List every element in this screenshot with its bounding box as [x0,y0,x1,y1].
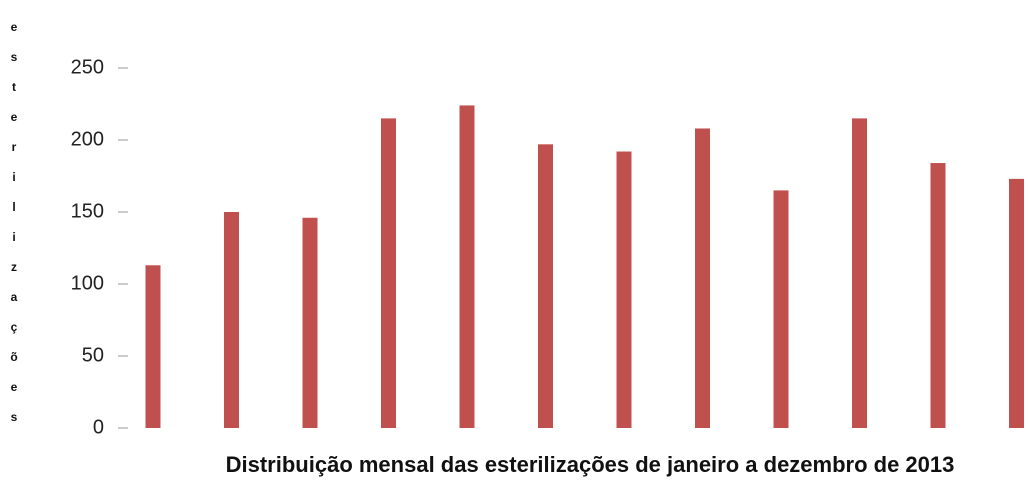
y-tick-label: 50 [82,344,104,366]
x-axis-title: Distribuição mensal das esterilizações d… [225,452,955,477]
bar [616,151,632,428]
bar [695,128,710,429]
y-tick-label: 100 [71,272,104,294]
bar [930,163,946,429]
bar [773,190,789,428]
bar [302,217,318,428]
y-tick-label: 0 [93,416,104,438]
bar [1009,178,1024,428]
bar [224,212,239,428]
bar [852,118,867,429]
y-tick-label: 150 [71,200,104,222]
bar [538,144,553,428]
y-tick-label: 250 [71,56,104,78]
bar [381,118,396,429]
y-tick-label: 200 [71,128,104,150]
y-axis-title: esterilizações [7,20,21,440]
bar [145,265,161,428]
bar [459,105,475,428]
